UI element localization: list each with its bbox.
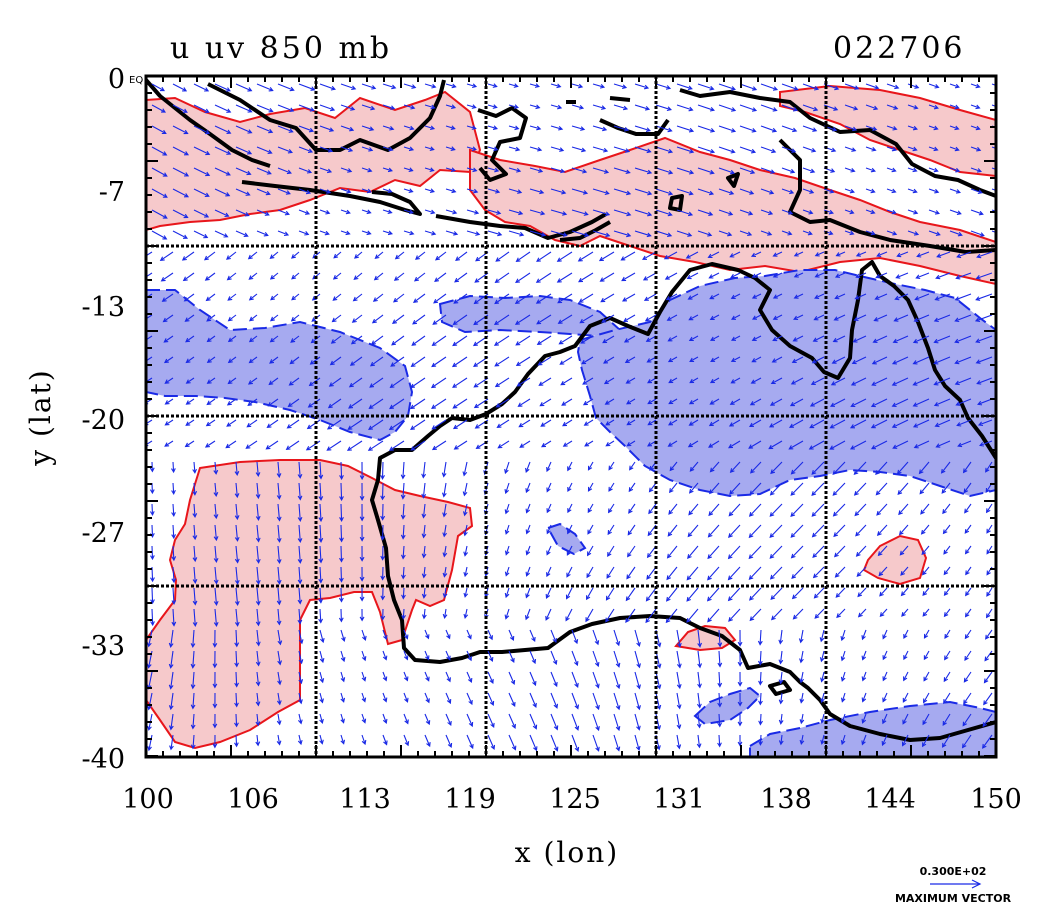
map-title: u uv 850 mb	[170, 31, 392, 66]
equator-label: EQ	[129, 75, 143, 86]
ytick-label: -13	[82, 292, 125, 323]
xtick-label: 106	[227, 784, 279, 815]
ytick-label: 0	[108, 64, 125, 95]
max-vector-legend: 0.300E+02 MAXIMUM VECTOR	[895, 865, 1012, 905]
negative-u-regions	[146, 269, 996, 757]
xtick-label: 100	[122, 784, 174, 815]
x-tick-labels: 100 106 113 119 125 131 138 144 150	[122, 784, 1022, 815]
ytick-label: -33	[82, 631, 125, 662]
ytick-label: -27	[82, 518, 125, 549]
xtick-label: 125	[549, 784, 601, 815]
xtick-label: 131	[653, 784, 705, 815]
negative-region-south-coast	[693, 686, 762, 726]
map-grid	[146, 76, 996, 757]
negative-region-south-east	[749, 700, 996, 757]
positive-region-north-west	[146, 90, 482, 232]
negative-region-small-central	[546, 522, 587, 556]
new-guinea-coastline	[679, 88, 996, 254]
xtick-label: 150	[970, 784, 1022, 815]
small-island-1	[668, 194, 684, 212]
xtick-label: 113	[339, 784, 391, 815]
y-axis-label: y (lat)	[24, 368, 57, 466]
tasmania-fragment	[768, 680, 792, 696]
plot-area	[146, 76, 996, 757]
reference-arrowhead-icon	[971, 879, 982, 889]
small-island-4	[609, 96, 631, 102]
positive-region-east-small	[862, 534, 928, 586]
tick-marks	[145, 75, 997, 757]
ytick-label: -40	[82, 744, 125, 775]
xtick-label: 119	[444, 784, 496, 815]
ytick-label: -7	[99, 177, 125, 208]
xtick-label: 144	[864, 784, 916, 815]
negative-region-central-north	[438, 294, 622, 338]
sumatra-coastline	[146, 78, 271, 168]
map-timestamp: 022706	[833, 31, 966, 66]
java-coastline	[241, 180, 422, 216]
positive-region-north-central	[469, 136, 996, 286]
halmahera-coastline	[599, 118, 670, 136]
positive-region-west-coast	[146, 459, 474, 750]
sulawesi-coastline	[477, 106, 528, 182]
max-vector-value: 0.300E+02	[920, 865, 987, 878]
ytick-label: -20	[82, 405, 125, 436]
timor-coastline	[559, 220, 611, 242]
axis-ticks	[145, 75, 997, 757]
y-tick-labels: 0 -7 -13 -20 -27 -33 -40	[82, 64, 125, 775]
max-vector-caption: MAXIMUM VECTOR	[895, 892, 1012, 905]
small-island-2	[726, 172, 740, 188]
borneo-coastline	[207, 79, 446, 152]
x-axis-label: x (lon)	[515, 836, 619, 869]
negative-region-west	[146, 289, 414, 442]
xtick-label: 138	[760, 784, 812, 815]
negative-region-central-east	[576, 269, 996, 498]
